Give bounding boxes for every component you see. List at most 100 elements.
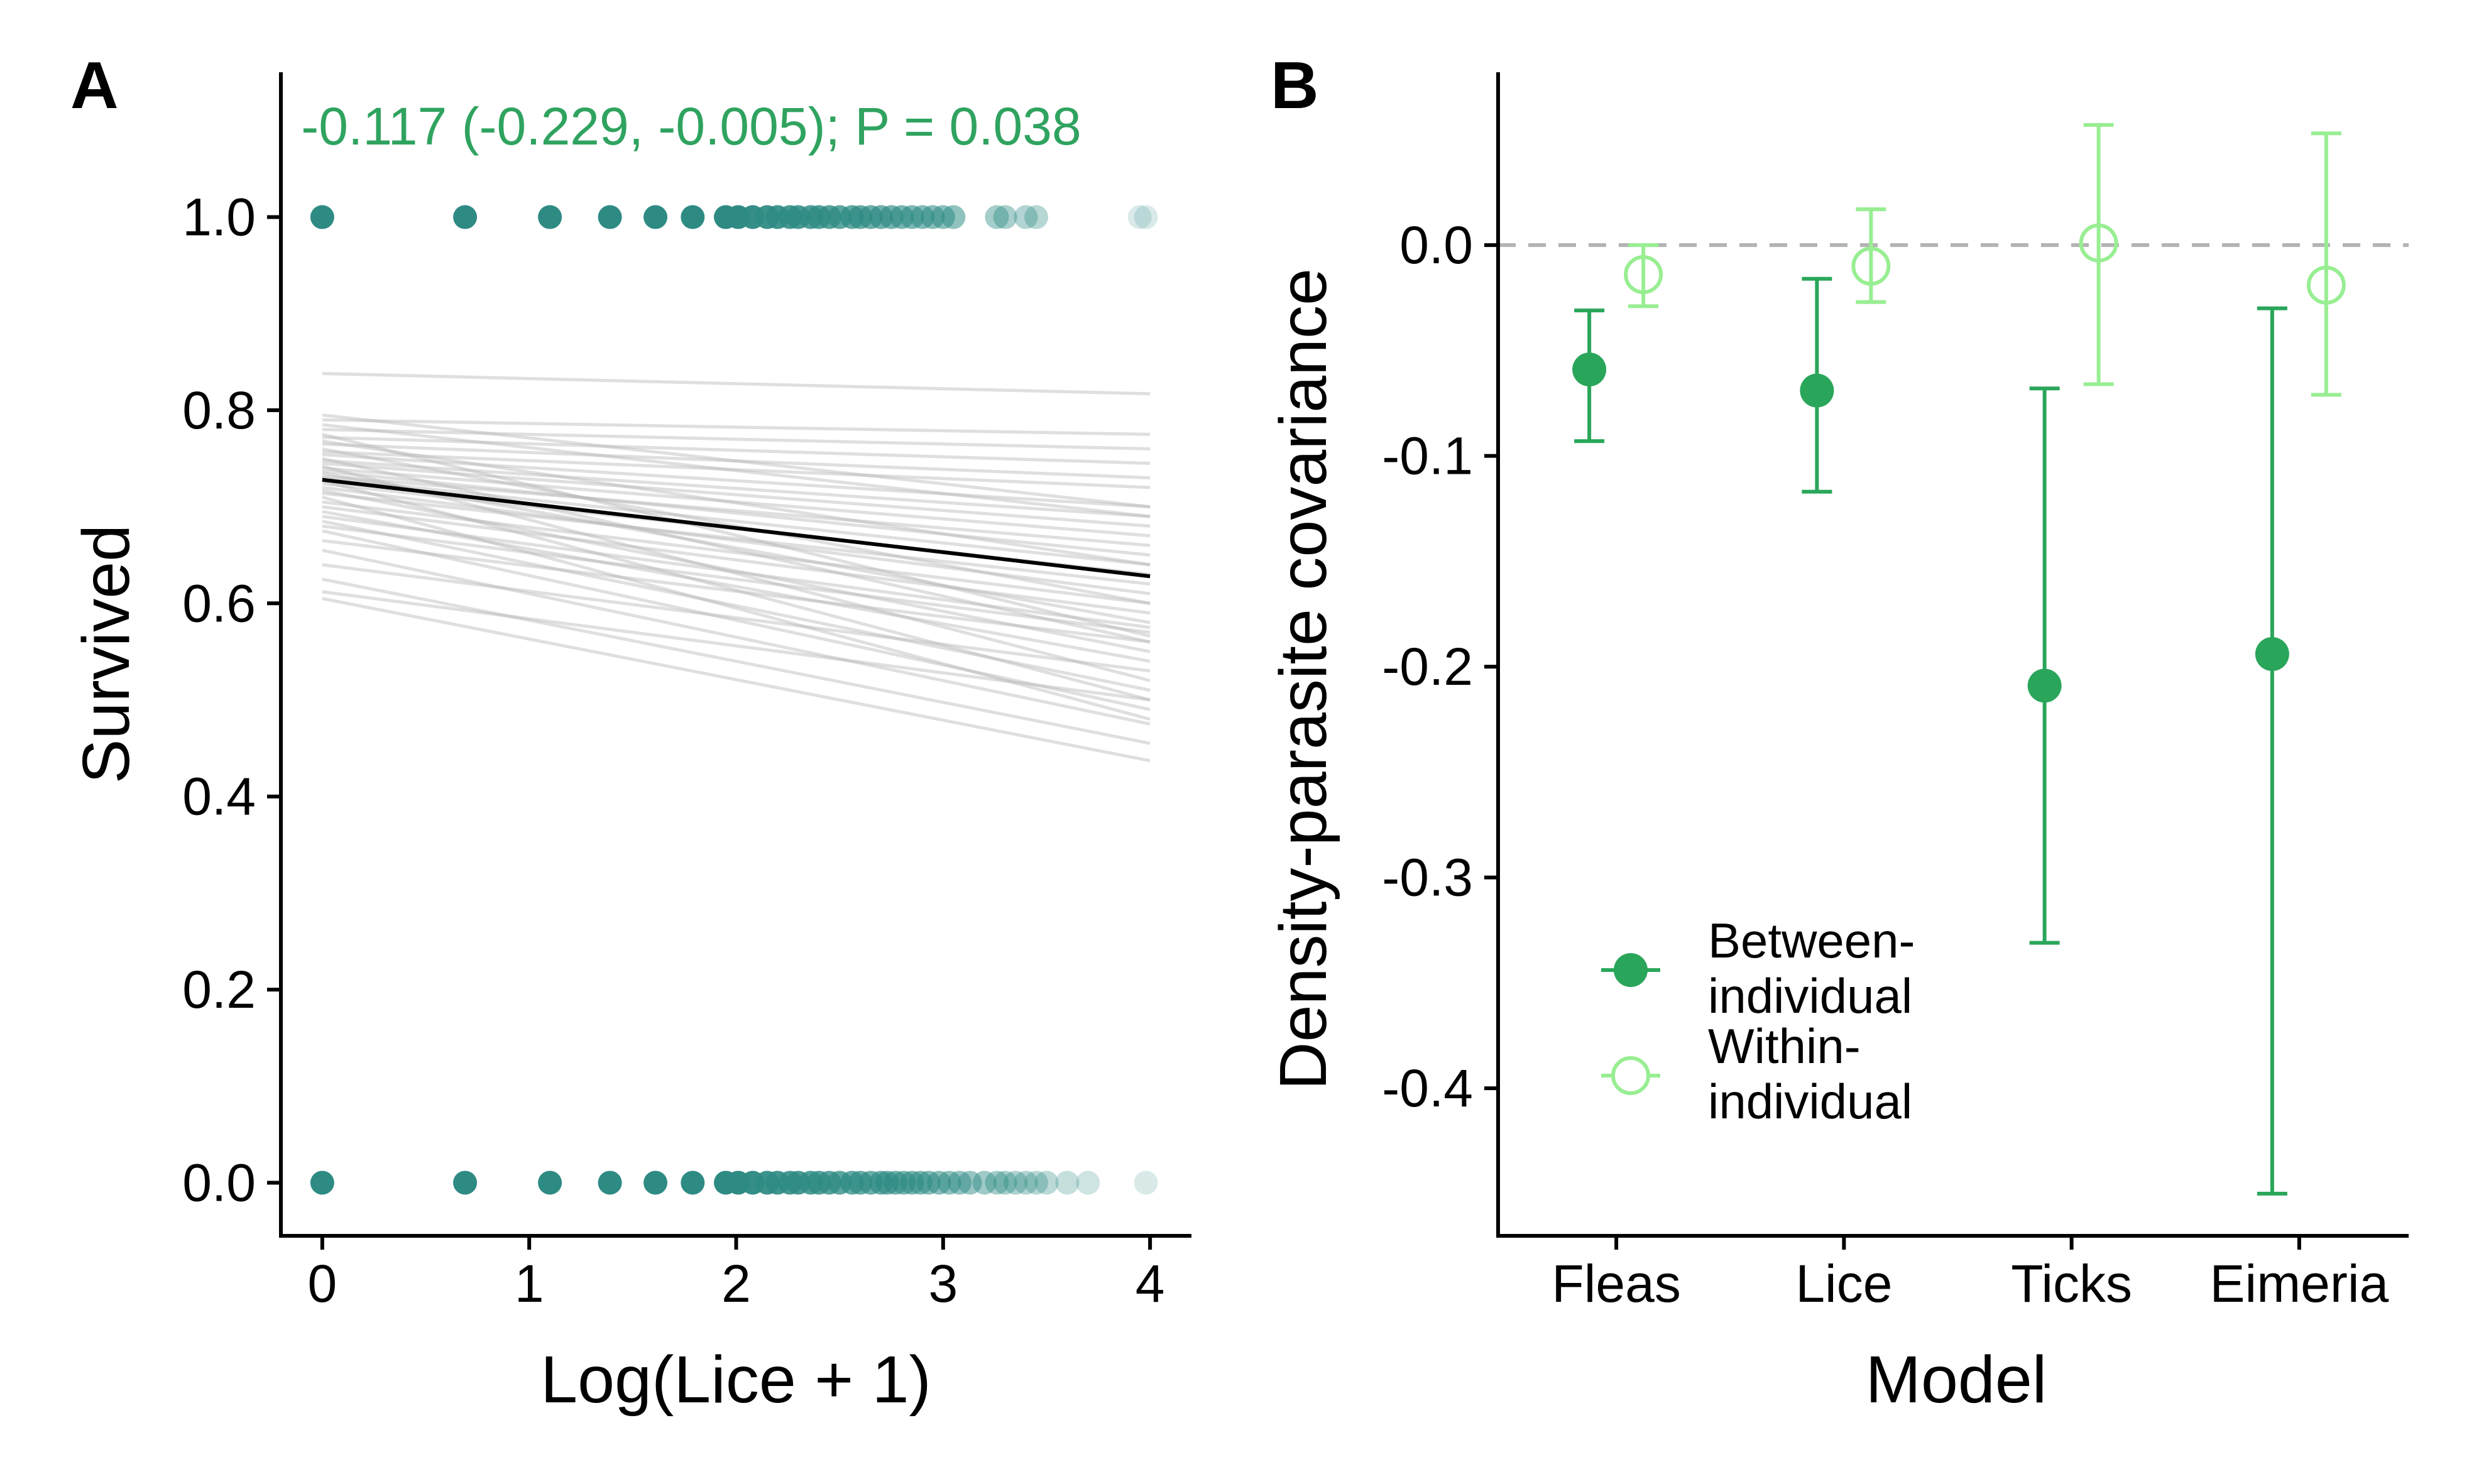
panel-b: B 0.0 -0.1 -0.2 -0.3 -0.4 Fleas Lice Ticks Eime… [1266, 48, 2409, 1417]
data-point [598, 205, 622, 229]
x-tick-label: 3 [928, 1254, 958, 1313]
y-tick-label: 0.6 [182, 574, 256, 633]
posterior-line [322, 524, 1151, 634]
posterior-line [322, 515, 1151, 630]
posterior-line [322, 442, 1151, 480]
data-point [643, 205, 668, 229]
posterior-line [322, 474, 1151, 547]
data-points [310, 205, 1158, 1195]
data-point [1055, 1170, 1080, 1195]
data-point [453, 205, 478, 229]
data-point [681, 205, 705, 229]
y-tick-label: -0.2 [1382, 637, 1473, 696]
posterior-line [322, 476, 1151, 567]
posterior-line [322, 435, 1151, 465]
legend-label: individual [1708, 968, 1912, 1023]
y-tick-label: -0.1 [1382, 427, 1473, 486]
y-tick-label: 0.8 [182, 381, 256, 440]
estimate-annotation: -0.117 (-0.229, -0.005); P = 0.038 [301, 97, 1081, 156]
posterior-line [322, 428, 1151, 450]
posterior-line [322, 453, 1151, 509]
panel-a-label: A [70, 48, 119, 123]
estimate-point [1624, 255, 1663, 295]
posterior-line [322, 469, 1151, 557]
posterior-line [322, 372, 1151, 396]
y-tick-label: 1.0 [182, 188, 256, 247]
y-tick-label: -0.4 [1382, 1059, 1473, 1118]
posterior-line [322, 486, 1151, 596]
x-tick-label: Ticks [2011, 1254, 2132, 1313]
posterior-line [322, 418, 1151, 436]
data-point [1024, 205, 1049, 229]
posterior-line [322, 466, 1151, 538]
error-bar-series [1572, 123, 2346, 1196]
x-tick-label: Lice [1795, 1254, 1892, 1313]
data-point [538, 1170, 562, 1195]
posterior-line [322, 538, 1151, 644]
posterior-line [322, 447, 1151, 605]
posterior-line [322, 471, 1151, 625]
posterior-line [322, 489, 1151, 653]
estimate-point [2027, 668, 2062, 703]
x-tick-label: 4 [1136, 1254, 1165, 1313]
data-point [993, 205, 1017, 229]
data-point [538, 205, 562, 229]
data-point [1004, 1170, 1028, 1195]
posterior-line [322, 597, 1151, 763]
y-tick-label: 0.2 [182, 960, 256, 1019]
estimate-point [1800, 373, 1834, 408]
legend-label: Between- [1708, 913, 1915, 968]
x-tick-label: Eimeria [2210, 1254, 2389, 1313]
data-point [1134, 1170, 1158, 1195]
legend-label: individual [1708, 1074, 1912, 1129]
x-tick-label: 1 [515, 1254, 544, 1313]
posterior-line [322, 461, 1151, 528]
data-point [985, 1170, 1009, 1195]
y-axis-ticks: 0.0 -0.1 -0.2 -0.3 -0.4 [1382, 216, 1498, 1118]
y-tick-label: -0.3 [1382, 848, 1473, 907]
data-point [972, 1170, 997, 1195]
x-axis-title: Log(Lice + 1) [540, 1343, 931, 1417]
data-point [1127, 205, 1152, 229]
posterior-line [322, 413, 1151, 509]
estimate-point [1851, 246, 1891, 286]
posterior-line [322, 529, 1151, 711]
data-point [1014, 1170, 1038, 1195]
x-tick-label: 0 [308, 1254, 337, 1313]
posterior-line [322, 450, 1151, 489]
y-tick-label: 0.0 [1399, 216, 1473, 275]
data-point [310, 205, 334, 229]
posterior-line [322, 563, 1151, 673]
posterior-line [322, 520, 1151, 692]
data-point [1134, 205, 1158, 229]
panel-a: A 0.0 0.2 0.4 0.6 0.8 1.0 0 1 2 3 4 -0.117 (-0.22… [69, 48, 1191, 1417]
posterior-line [322, 590, 1151, 702]
posterior-line [322, 500, 1151, 605]
y-tick-label: 0.0 [182, 1153, 256, 1212]
estimate-point [1572, 352, 1607, 387]
posterior-line [322, 491, 1151, 586]
posterior-line [322, 423, 1151, 518]
y-axis-title: Survived [69, 525, 143, 783]
data-point [985, 205, 1009, 229]
panel-b-label: B [1271, 48, 1319, 123]
y-axis-title: Density-parasite covariance [1266, 268, 1340, 1090]
x-axis-ticks: Fleas Lice Ticks Eimeria [1552, 1236, 2389, 1313]
legend-key-marker [1611, 1056, 1650, 1095]
data-point [681, 1170, 705, 1195]
x-axis-title: Model [1866, 1343, 2047, 1417]
posterior-line [322, 510, 1151, 663]
estimate-point [2306, 265, 2346, 305]
data-point [941, 205, 966, 229]
posterior-line [322, 457, 1151, 644]
y-tick-label: 0.4 [182, 767, 256, 826]
data-point [1014, 205, 1038, 229]
data-point [453, 1170, 478, 1195]
data-point [1024, 1170, 1049, 1195]
legend-label: Within- [1708, 1018, 1861, 1074]
posterior-line [322, 548, 1151, 726]
posterior-line [322, 464, 1151, 682]
x-axis-ticks: 0 1 2 3 4 [308, 1236, 1165, 1313]
